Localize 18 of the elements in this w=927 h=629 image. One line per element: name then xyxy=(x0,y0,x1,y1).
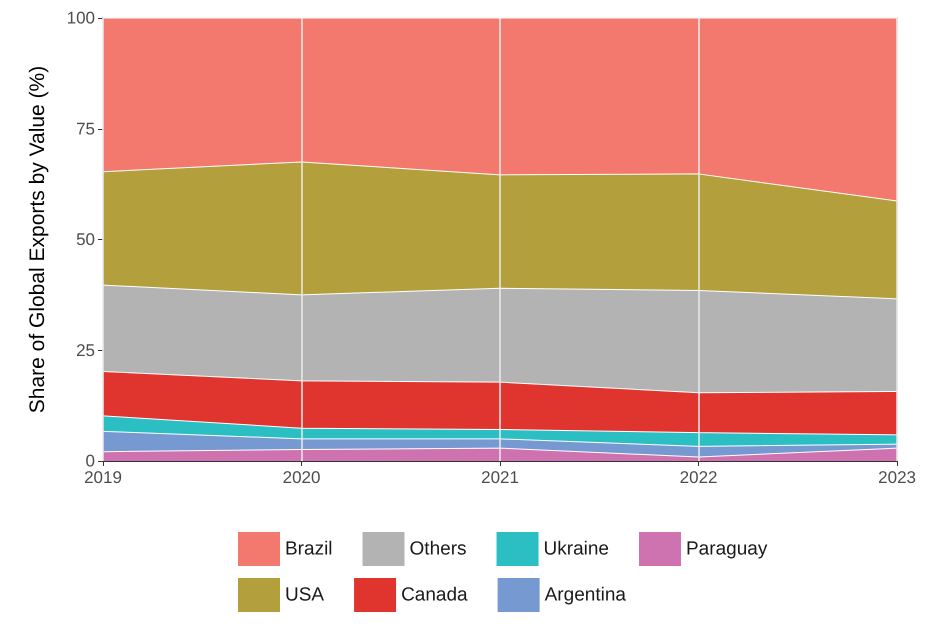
y-tick-label: 25 xyxy=(76,340,95,360)
x-tick-label: 2023 xyxy=(878,468,916,487)
legend-label: Paraguay xyxy=(686,538,768,560)
x-tick-label: 2021 xyxy=(481,468,519,487)
legend-label: Brazil xyxy=(285,538,333,560)
x-tick-label: 2020 xyxy=(282,468,320,487)
legend-label: Argentina xyxy=(544,584,626,606)
y-tick-label: 100 xyxy=(66,8,95,28)
y-tick-label: 50 xyxy=(76,230,95,249)
legend-label: Canada xyxy=(401,584,468,606)
y-tick-label: 75 xyxy=(76,119,95,138)
legend-label: USA xyxy=(285,584,324,606)
legend-label: Others xyxy=(410,538,467,560)
y-tick-label: 0 xyxy=(86,452,95,470)
y-axis-title: Share of Global Exports by Value (%) xyxy=(26,66,49,414)
legend-label: Ukraine xyxy=(544,538,610,560)
x-tick-label: 2022 xyxy=(680,468,718,487)
x-tick-label: 2019 xyxy=(84,468,122,487)
